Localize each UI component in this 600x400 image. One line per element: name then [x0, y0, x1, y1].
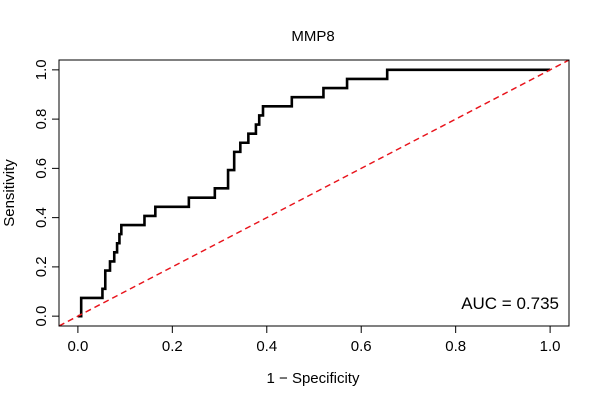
x-axis-label: 1 − Specificity — [267, 370, 360, 387]
plot-area — [58, 59, 570, 327]
x-tick-label: 0.6 — [351, 338, 372, 355]
y-tick-label: 0.8 — [33, 109, 50, 130]
y-tick-label: 0.6 — [33, 158, 50, 179]
plot-frame — [58, 59, 570, 327]
y-tick-label: 1.0 — [33, 59, 50, 80]
y-axis-label: Sensitivity — [1, 159, 18, 227]
auc-annotation: AUC = 0.735 — [461, 294, 559, 313]
x-tick-label: 0.2 — [162, 338, 183, 355]
x-tick-label: 0.0 — [67, 338, 88, 355]
chart-title: MMP8 — [291, 28, 334, 45]
x-axis: 0.0 0.2 0.4 0.6 0.8 1.0 — [67, 325, 561, 355]
x-tick-label: 0.8 — [445, 338, 466, 355]
y-tick-label: 0.4 — [33, 207, 50, 228]
roc-curve — [77, 68, 551, 318]
x-tick-label: 0.4 — [256, 338, 277, 355]
reference-line — [58, 59, 570, 327]
y-axis: 0.0 0.2 0.4 0.6 0.8 1.0 — [33, 59, 60, 327]
y-tick-label: 0.0 — [33, 306, 50, 327]
x-tick-label: 1.0 — [540, 338, 561, 355]
y-tick-label: 0.2 — [33, 256, 50, 277]
